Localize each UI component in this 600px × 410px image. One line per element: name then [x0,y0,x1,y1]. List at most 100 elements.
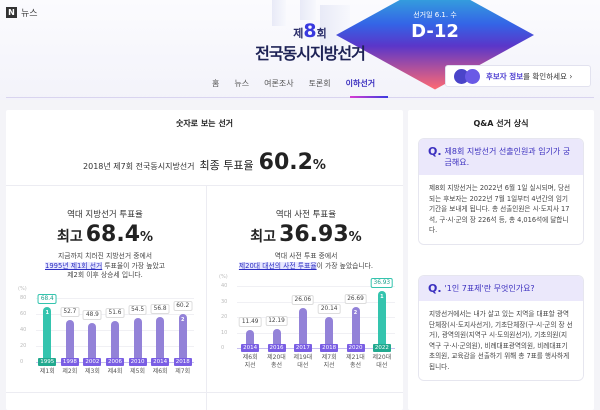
highest-value: 36.93 [279,222,349,247]
bar-value-label: 54.5 [128,305,148,316]
x-tick-label: 제21대 총선 [346,354,365,369]
dday-count: D-12 [411,21,459,42]
question-text: 제8회 지방선거 선출인원과 임기가 궁금해요. [444,147,571,167]
q-icon: Q. [428,282,442,295]
card-subtitle: 역대 사전 투표율 [275,210,337,220]
x-tick-label: 제7회 지선 [321,354,337,369]
rank-badge: 2 [353,309,358,316]
qa-item: Q. '1인 7표제'란 무엇인가요? 지방선거에서는 내가 살고 있는 지역을 … [418,275,584,381]
final-turnout-value: 60.2 [258,150,313,175]
year-label: 1995 [38,358,57,366]
y-tick-label: 10 [221,329,228,336]
year-label: 2018 [173,358,192,366]
x-tick-label: 제5회 [130,368,145,375]
x-tick-label: 제1회 [39,368,55,375]
nav-easy-election[interactable]: 이하선거 [345,79,376,88]
rank-badge: 1 [380,293,384,300]
bar-value-label: 20.14 [317,303,341,314]
year-label: 2002 [83,358,102,366]
bar [178,313,187,362]
year-label: 2010 [128,358,147,366]
bar [246,330,255,348]
final-turnout: 2018년 제7회 전국동시지방선거 최종 투표율 60.2% [6,150,403,175]
main-nav: 홈 뉴스 여론조사 토론회 이하선거 [212,78,375,93]
bar [43,307,52,362]
bar [156,316,165,362]
divider [6,185,403,186]
x-axis-line [237,348,395,349]
early-turnout-card: 역대 사전 투표율 최고 36.93% 역대 사전 투표 중에서 제20대 대선… [207,186,405,392]
final-turnout-label: 최종 투표율 [199,159,254,172]
y-tick-label: 30 [221,298,228,305]
y-axis-unit: (%) [219,274,228,280]
bar-value-label: 36.93 [370,277,394,288]
percent-unit: % [140,230,154,245]
desc-line: 지금까지 치러진 지방선거 중에서 [57,252,153,260]
gridline [36,298,194,299]
election-header: N 뉴스 선거일 6.1. 수 D-12 제8회 전국동시지방선거 후보자 정보… [0,0,600,100]
question-text: '1인 7표제'란 무엇인가요? [444,284,535,293]
highlight-link[interactable]: 제20대 대선의 사전 투표율 [238,261,317,270]
y-tick-label: 20 [221,314,228,320]
final-turnout-election: 2018년 제7회 전국동시지방선거 [83,162,195,171]
section-title: 숫자로 보는 선거 [175,119,234,128]
nav-news[interactable]: 뉴스 [234,79,250,88]
y-axis-unit: (%) [18,286,27,292]
desc-line: 제2회 이후 상승세 입니다. [67,271,143,279]
gridline [237,286,395,287]
bar [133,318,142,362]
highest-value: 68.4 [85,222,140,247]
desc-line: 이 가장 높았습니다. [316,261,374,270]
x-tick-label: 제4회 [107,368,123,375]
nav-active-indicator [350,96,388,98]
nav-divider [6,97,594,98]
x-tick-label: 제6회 지선 [242,354,258,369]
desc-line: 투표율이 가장 높았고 [102,261,165,270]
qa-item: Q. 제8회 지방선거 선출인원과 임기가 궁금해요. 제8회 지방선거는 202… [418,138,584,245]
bar-value-label: 11.49 [238,317,262,328]
candidate-info-text: 를 확인하세요 [523,71,567,81]
divider [6,392,403,393]
bar [298,307,307,348]
year-label: 2016 [267,344,286,352]
local-turnout-card: 역대 지방선거 투표율 최고 68.4% 지금까지 치러진 지방선거 중에서 1… [6,186,204,392]
bar [111,320,119,362]
year-label: 2017 [293,344,312,352]
local-turnout-chart: (%) 0 20 40 60 80 68.4 1 1995 제1회 52.7 1998 제2회 48.9 2… [14,282,200,392]
naver-news-logo[interactable]: N 뉴스 [6,6,38,19]
title-prefix: 제 [293,27,304,40]
year-label: 2020 [346,344,365,352]
divider [206,185,207,410]
early-turnout-chart: (%) 0 10 20 30 40 11.49 2014 제6회 지선 12.19 2016 제20대 총… [215,274,401,392]
x-tick-label: 제3회 [84,368,100,375]
highlight-link[interactable]: 1995년 제1회 선거 [45,261,103,270]
nav-polls[interactable]: 여론조사 [264,79,294,88]
percent-unit: % [348,230,362,245]
gridline [237,332,395,334]
highest-label: 최고 [56,229,83,245]
year-label: 2006 [106,358,124,366]
title-suffix: 회 [316,27,327,40]
bar-value-label: 48.9 [82,309,102,320]
bar-value-label: 68.4 [37,294,57,305]
candidate-info-button[interactable]: 후보자 정보를 확인하세요 › [445,65,591,87]
nav-home[interactable]: 홈 [212,79,220,88]
gridline [237,317,395,318]
rank-badge: 1 [45,310,50,317]
nav-debate[interactable]: 토론회 [308,79,331,88]
election-date: 선거일 6.1. 수 [413,11,457,19]
percent-unit: % [312,158,326,173]
qa-panel: Q&A 선거 상식 Q. 제8회 지방선거 선출인원과 임기가 궁금해요. 제8회… [408,110,594,410]
bar [65,319,74,362]
y-tick-label: 0 [20,359,24,365]
building-graphic [272,0,286,26]
candidate-info-highlight: 후보자 정보 [486,71,524,81]
y-tick-label: 0 [221,345,225,351]
bar [377,290,386,348]
x-tick-label: 제6회 [152,368,168,375]
numbers-panel: 숫자로 보는 선거 2018년 제7회 전국동시지방선거 최종 투표율 60.2… [6,110,403,410]
qa-question: Q. 제8회 지방선거 선출인원과 임기가 궁금해요. [419,139,583,175]
y-tick-label: 20 [20,343,27,349]
news-label: 뉴스 [21,9,38,19]
desc-line: 역대 사전 투표 중에서 [274,252,338,260]
